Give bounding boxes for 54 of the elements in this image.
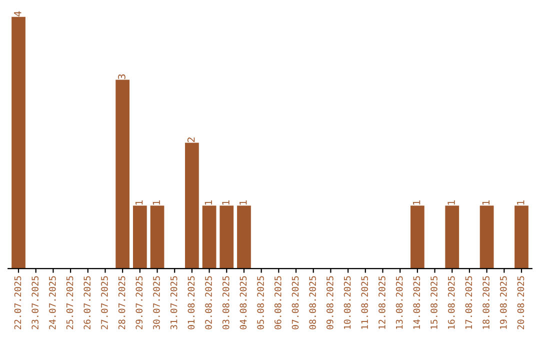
- x-tick-label: 19.08.2025: [500, 276, 507, 329]
- data-label: 1: [136, 200, 143, 205]
- x-tick-label: 28.07.2025: [118, 276, 126, 330]
- bar: [514, 206, 528, 269]
- data-label: 4: [14, 11, 22, 16]
- bar: [410, 206, 424, 269]
- data-label: 3: [118, 74, 126, 80]
- x-tick-label: 09.08.2025: [326, 276, 334, 330]
- x-tick-label: 01.08.2025: [188, 276, 195, 330]
- x-tick-label: 16.08.2025: [448, 276, 455, 329]
- bar: [185, 142, 199, 269]
- bar: [480, 206, 494, 269]
- data-label: 1: [413, 200, 420, 205]
- bar: [445, 206, 460, 269]
- x-tick-label: 06.08.2025: [274, 276, 282, 330]
- data-label: 1: [152, 200, 160, 205]
- bar: [220, 206, 234, 269]
- data-label: 1: [517, 200, 524, 205]
- x-tick-label: 31.07.2025: [170, 276, 178, 330]
- x-tick-label: 02.08.2025: [205, 276, 212, 330]
- x-tick-label: 07.08.2025: [292, 276, 299, 330]
- data-label: 1: [222, 200, 230, 205]
- x-tick-label: 04.08.2025: [240, 276, 247, 330]
- x-tick-label: 13.08.2025: [396, 276, 403, 329]
- bar: [237, 206, 251, 269]
- x-tick-label: 12.08.2025: [378, 276, 386, 329]
- x-tick-label: 23.07.2025: [32, 276, 38, 330]
- x-tick-label: 22.07.2025: [14, 276, 22, 330]
- x-tick-label: 25.07.2025: [66, 276, 74, 330]
- x-tick-label: 08.08.2025: [309, 276, 316, 330]
- bar: [116, 80, 130, 269]
- x-tick-label: 11.08.2025: [361, 276, 368, 329]
- data-label: 1: [240, 200, 247, 205]
- x-tick-label: 18.08.2025: [482, 276, 490, 329]
- x-tick-label: 03.08.2025: [222, 276, 230, 330]
- x-tick-label: 26.07.2025: [84, 276, 91, 330]
- bar: [12, 16, 26, 269]
- data-label: 1: [482, 200, 490, 205]
- bar: [150, 206, 164, 269]
- x-tick-label: 05.08.2025: [257, 276, 264, 330]
- data-label: 1: [448, 200, 455, 205]
- data-label: 2: [187, 138, 195, 142]
- x-tick-label: 27.07.2025: [101, 276, 108, 330]
- bar: [202, 206, 216, 269]
- x-tick-label: 10.08.2025: [344, 276, 351, 329]
- data-label: 1: [204, 200, 212, 205]
- x-tick-label: 24.07.2025: [49, 276, 56, 330]
- x-tick-label: 30.07.2025: [153, 276, 160, 330]
- x-tick-label: 29.07.2025: [136, 276, 143, 330]
- x-tick-label: 14.08.2025: [413, 276, 420, 329]
- x-tick-label: 15.08.2025: [430, 276, 438, 329]
- x-tick-label: 20.08.2025: [517, 276, 524, 330]
- bar: [132, 206, 147, 269]
- x-tick-label: 17.08.2025: [465, 276, 472, 329]
